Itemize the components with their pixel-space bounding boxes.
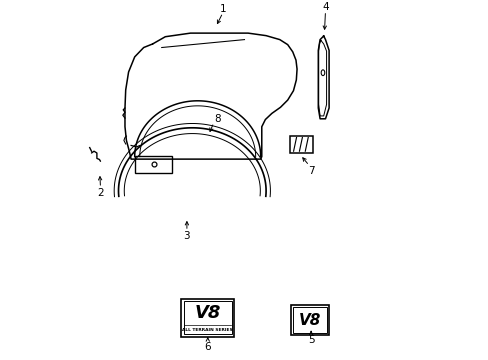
- Text: 6: 6: [204, 342, 211, 352]
- Text: 4: 4: [322, 2, 328, 12]
- Text: V8: V8: [194, 304, 221, 322]
- Text: 1: 1: [219, 4, 226, 14]
- Text: 5: 5: [307, 335, 314, 345]
- Text: 8: 8: [214, 114, 221, 124]
- Text: 3: 3: [183, 231, 190, 241]
- Text: V8: V8: [298, 312, 321, 328]
- Text: 7: 7: [307, 166, 314, 176]
- Text: ALL TERRAIN SERIES: ALL TERRAIN SERIES: [182, 328, 232, 332]
- Text: 2: 2: [97, 188, 103, 198]
